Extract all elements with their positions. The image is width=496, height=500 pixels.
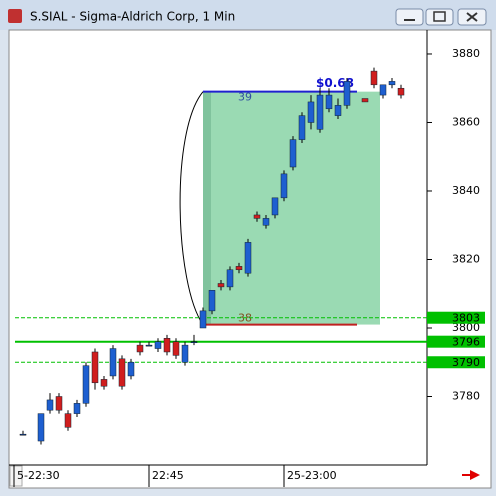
candle-body bbox=[244, 242, 252, 274]
candle-body bbox=[217, 283, 225, 288]
y-tick-label: 3800 bbox=[452, 321, 480, 334]
level-label: 3790 bbox=[452, 356, 480, 369]
candle-body bbox=[136, 344, 144, 353]
x-tick-label: 22:45 bbox=[152, 469, 184, 482]
level-badge bbox=[427, 356, 485, 369]
level-label: 3803 bbox=[452, 312, 480, 325]
measure-arc bbox=[179, 91, 204, 325]
measure-top-label: 39 bbox=[238, 91, 252, 104]
minimize-button[interactable] bbox=[395, 8, 424, 26]
candle-body bbox=[370, 70, 378, 86]
candle-body bbox=[388, 81, 396, 86]
candle-body bbox=[271, 197, 279, 216]
candle-body bbox=[118, 358, 126, 387]
x-tick-label: 25-23:00 bbox=[287, 469, 337, 482]
app-icon bbox=[8, 9, 22, 23]
y-tick-label: 3880 bbox=[452, 47, 480, 60]
close-icon bbox=[466, 12, 478, 22]
plot: 3938$0.683780380038203840386038803803379… bbox=[13, 47, 485, 487]
level-label: 3796 bbox=[452, 336, 480, 349]
candle-body bbox=[109, 348, 117, 377]
candle-body bbox=[181, 344, 189, 363]
candle-body bbox=[289, 139, 297, 168]
candle-body bbox=[73, 403, 81, 414]
candle-body bbox=[127, 361, 135, 377]
candle-body bbox=[190, 341, 198, 343]
candle-body bbox=[325, 94, 333, 110]
y-tick-label: 3840 bbox=[452, 184, 480, 197]
level-badge bbox=[427, 335, 485, 348]
scroll-box[interactable] bbox=[9, 465, 23, 487]
candle-body bbox=[19, 433, 27, 436]
maximize-button[interactable] bbox=[425, 8, 454, 26]
candle-body bbox=[235, 266, 243, 271]
y-tick-label: 3820 bbox=[452, 252, 480, 265]
candle-body bbox=[64, 413, 72, 428]
maximize-icon bbox=[433, 11, 446, 22]
level-badge bbox=[427, 311, 485, 324]
candle-body bbox=[361, 98, 369, 103]
candle-body bbox=[379, 84, 387, 96]
candle-body bbox=[55, 396, 63, 411]
candle-body bbox=[154, 341, 162, 349]
candle-body bbox=[307, 101, 315, 123]
candle-body bbox=[208, 290, 216, 312]
candle-body bbox=[253, 214, 261, 219]
candle-body bbox=[298, 115, 306, 140]
candle-body bbox=[397, 87, 405, 96]
scroll-arrow[interactable] bbox=[462, 470, 480, 480]
candle-body bbox=[37, 413, 45, 442]
window-title: S.SIAL - Sigma-Aldrich Corp, 1 Min bbox=[30, 10, 235, 24]
x-tick-label: 5-22:30 bbox=[17, 469, 60, 482]
candle-body bbox=[280, 173, 288, 199]
candle-body bbox=[91, 351, 99, 384]
y-tick-label: 3780 bbox=[452, 389, 480, 402]
candle-body bbox=[199, 310, 207, 329]
candle-body bbox=[316, 94, 324, 130]
measure-shadow bbox=[203, 91, 211, 325]
candle-body bbox=[262, 218, 270, 226]
candle-body bbox=[145, 344, 153, 347]
candle-body bbox=[334, 105, 342, 116]
candle-body bbox=[82, 365, 90, 404]
candle-body bbox=[343, 81, 351, 106]
candle-body bbox=[163, 338, 171, 353]
candle-body bbox=[46, 399, 54, 411]
candle-body bbox=[226, 269, 234, 288]
candle-body bbox=[100, 379, 108, 387]
y-tick-label: 3860 bbox=[452, 115, 480, 128]
candle-body bbox=[172, 341, 180, 356]
